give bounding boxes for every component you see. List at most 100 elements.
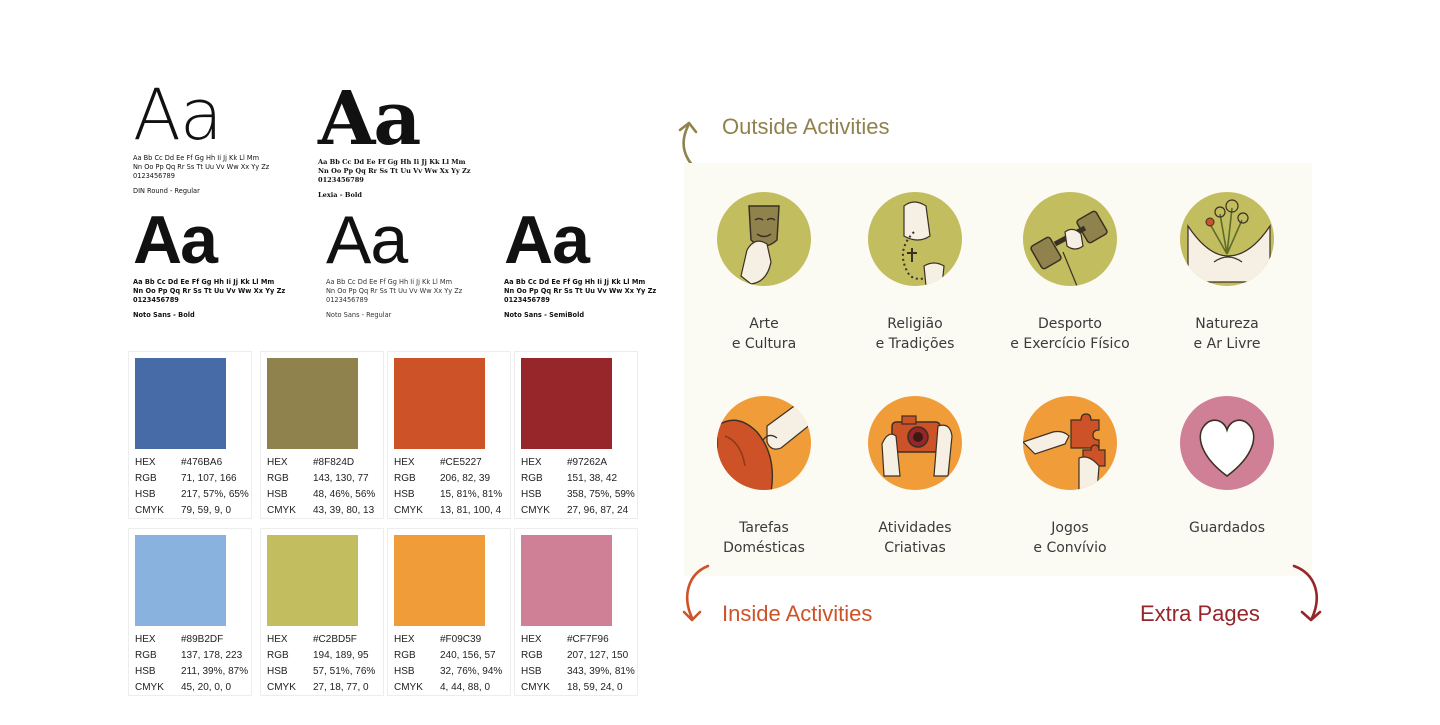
color-values-table: HEX #8F824D RGB 143, 130, 77 HSB 48, 46%, 56%… bbox=[267, 454, 375, 518]
color-key-hex: HEX bbox=[521, 633, 542, 645]
dumbbell-icon bbox=[1023, 192, 1117, 286]
type-specimen-noto-semibold: Aa Aa Bb Cc Dd Ee Ff Gg Hh Ii Jj Kk Ll M… bbox=[504, 206, 674, 319]
color-key-hsb: HSB bbox=[394, 665, 415, 677]
color-value-hsb: 32, 76%, 94% bbox=[440, 665, 503, 677]
activity-label-line1: Natureza bbox=[1195, 316, 1259, 332]
color-key-cmyk: CMYK bbox=[135, 681, 164, 693]
color-value-rgb: 206, 82, 39 bbox=[440, 472, 491, 484]
color-value-hsb: 211, 39%, 87% bbox=[181, 665, 249, 677]
activity-label: Religião e Tradições bbox=[835, 314, 995, 354]
specimen-font-name: Lexia - Bold bbox=[318, 191, 362, 199]
type-specimen-din-round: Aa Aa Bb Cc Dd Ee Ff Gg Hh Ii Jj Kk Ll M… bbox=[133, 80, 303, 195]
color-chip bbox=[394, 358, 485, 449]
color-value-cmyk: 27, 18, 77, 0 bbox=[313, 681, 369, 693]
specimen-alphabet: Aa Bb Cc Dd Ee Ff Gg Hh Ii Jj Kk Ll Mm Nn… bbox=[504, 278, 657, 304]
specimen-alphabet: Aa Bb Cc Dd Ee Ff Gg Hh Ii Jj Kk Ll Mm Nn… bbox=[326, 278, 463, 304]
activity-card[interactable]: Desporto e Exercício Físico bbox=[990, 192, 1150, 354]
color-value-hsb: 48, 46%, 56% bbox=[313, 488, 376, 500]
specimen-alphabet: Aa Bb Cc Dd Ee Ff Gg Hh Ii Jj Kk Ll Mm Nn… bbox=[133, 154, 270, 180]
curved-arrow-down-left-icon bbox=[682, 564, 710, 622]
color-value-hsb: 217, 57%, 65% bbox=[181, 488, 249, 500]
color-value-hsb: 15, 81%, 81% bbox=[440, 488, 503, 500]
activity-label-line2: e Convívio bbox=[1033, 540, 1107, 556]
color-key-hsb: HSB bbox=[267, 488, 288, 500]
color-key-rgb: RGB bbox=[267, 649, 289, 661]
color-key-hsb: HSB bbox=[135, 488, 156, 500]
color-key-rgb: RGB bbox=[394, 472, 416, 484]
color-value-hex: #89B2DF bbox=[181, 633, 224, 645]
color-chip bbox=[267, 358, 358, 449]
color-value-hsb: 358, 75%, 59% bbox=[567, 488, 635, 500]
inside-activities-heading: Inside Activities bbox=[722, 601, 873, 626]
activity-card[interactable]: Jogos e Convívio bbox=[990, 396, 1150, 558]
type-specimen-noto-regular: Aa Aa Bb Cc Dd Ee Ff Gg Hh Ii Jj Kk Ll M… bbox=[326, 206, 496, 319]
activity-label-line1: Religião bbox=[887, 316, 943, 332]
activity-card[interactable]: Atividades Criativas bbox=[835, 396, 995, 558]
color-value-hex: #F09C39 bbox=[440, 633, 482, 645]
specimen-alphabet: Aa Bb Cc Dd Ee Ff Gg Hh Ii Jj Kk Ll Mm Nn… bbox=[133, 278, 286, 304]
color-key-rgb: RGB bbox=[135, 649, 157, 661]
color-swatch-card: HEX #89B2DF RGB 137, 178, 223 HSB 211, 39%, 8… bbox=[128, 528, 252, 696]
activity-card[interactable]: Arte e Cultura bbox=[684, 192, 844, 354]
color-chip bbox=[135, 358, 226, 449]
activity-card[interactable]: Religião e Tradições bbox=[835, 192, 995, 354]
specimen-font-name: DIN Round - Regular bbox=[133, 187, 200, 195]
activity-label-line2: e Tradições bbox=[875, 336, 955, 352]
specimen-font-name: Noto Sans - Regular bbox=[326, 311, 392, 319]
cleaning-cloth-icon bbox=[717, 396, 811, 490]
color-value-hex: #8F824D bbox=[313, 456, 355, 468]
color-value-hex: #CF7F96 bbox=[567, 633, 609, 645]
color-swatch-card: HEX #476BA6 RGB 71, 107, 166 HSB 217, 57%, 65… bbox=[128, 351, 252, 519]
activity-label-line1: Atividades bbox=[878, 520, 952, 536]
color-value-cmyk: 4, 44, 88, 0 bbox=[440, 681, 491, 693]
color-value-cmyk: 45, 20, 0, 0 bbox=[181, 681, 232, 693]
color-value-hex: #C2BD5F bbox=[313, 633, 357, 645]
color-swatch-card: HEX #97262A RGB 151, 38, 42 HSB 358, 75%, 59%… bbox=[514, 351, 638, 519]
activity-label-line1: Tarefas bbox=[739, 520, 789, 536]
activity-label-line2: e Ar Livre bbox=[1193, 336, 1261, 352]
color-values-table: HEX #F09C39 RGB 240, 156, 57 HSB 32, 76%, 94%… bbox=[394, 631, 502, 695]
type-specimen-noto-bold: Aa Aa Bb Cc Dd Ee Ff Gg Hh Ii Jj Kk Ll M… bbox=[133, 206, 303, 319]
specimen-sample: Aa bbox=[318, 76, 421, 162]
color-key-cmyk: CMYK bbox=[267, 681, 296, 693]
color-values-table: HEX #89B2DF RGB 137, 178, 223 HSB 211, 39%, 8… bbox=[135, 631, 248, 695]
color-chip bbox=[135, 535, 226, 626]
activity-label: Atividades Criativas bbox=[835, 518, 995, 558]
color-value-rgb: 151, 38, 42 bbox=[567, 472, 618, 484]
color-key-hex: HEX bbox=[135, 633, 156, 645]
color-key-hsb: HSB bbox=[521, 488, 542, 500]
color-key-hsb: HSB bbox=[521, 665, 542, 677]
activity-card[interactable]: Guardados bbox=[1147, 396, 1307, 538]
color-key-cmyk: CMYK bbox=[521, 504, 550, 516]
curved-arrow-down-right-icon bbox=[1292, 564, 1322, 622]
color-values-table: HEX #CE5227 RGB 206, 82, 39 HSB 15, 81%, 81% C… bbox=[394, 454, 502, 518]
color-value-cmyk: 13, 81, 100, 4 bbox=[440, 504, 502, 516]
color-value-cmyk: 43, 39, 80, 13 bbox=[313, 504, 375, 516]
heart-icon bbox=[1180, 396, 1274, 490]
color-value-cmyk: 79, 59, 9, 0 bbox=[181, 504, 232, 516]
color-swatch-card: HEX #CE5227 RGB 206, 82, 39 HSB 15, 81%, 81% C… bbox=[387, 351, 511, 519]
activity-label: Tarefas Domésticas bbox=[684, 518, 844, 558]
color-key-cmyk: CMYK bbox=[394, 504, 423, 516]
color-chip bbox=[521, 535, 612, 626]
color-key-cmyk: CMYK bbox=[267, 504, 296, 516]
activity-label-line1: Jogos bbox=[1051, 520, 1089, 536]
activity-card[interactable]: Natureza e Ar Livre bbox=[1147, 192, 1307, 354]
specimen-font-name: Noto Sans - Bold bbox=[133, 311, 195, 319]
color-value-cmyk: 18, 59, 24, 0 bbox=[567, 681, 623, 693]
color-key-hex: HEX bbox=[521, 456, 542, 468]
color-key-hsb: HSB bbox=[267, 665, 288, 677]
color-key-hex: HEX bbox=[267, 456, 288, 468]
color-chip bbox=[521, 358, 612, 449]
activity-card[interactable]: Tarefas Domésticas bbox=[684, 396, 844, 558]
rosary-icon bbox=[868, 192, 962, 286]
activity-label-line2: Domésticas bbox=[723, 540, 805, 556]
specimen-sample: Aa bbox=[504, 202, 590, 278]
color-value-rgb: 207, 127, 150 bbox=[567, 649, 629, 661]
color-values-table: HEX #CF7F96 RGB 207, 127, 150 HSB 343, 39%, 8… bbox=[521, 631, 635, 695]
color-key-rgb: RGB bbox=[521, 649, 543, 661]
color-swatch-card: HEX #F09C39 RGB 240, 156, 57 HSB 32, 76%, 94%… bbox=[387, 528, 511, 696]
color-key-rgb: RGB bbox=[135, 472, 157, 484]
activity-label-line1: Guardados bbox=[1188, 520, 1266, 536]
color-swatch-card: HEX #C2BD5F RGB 194, 189, 95 HSB 57, 51%, 76%… bbox=[260, 528, 384, 696]
